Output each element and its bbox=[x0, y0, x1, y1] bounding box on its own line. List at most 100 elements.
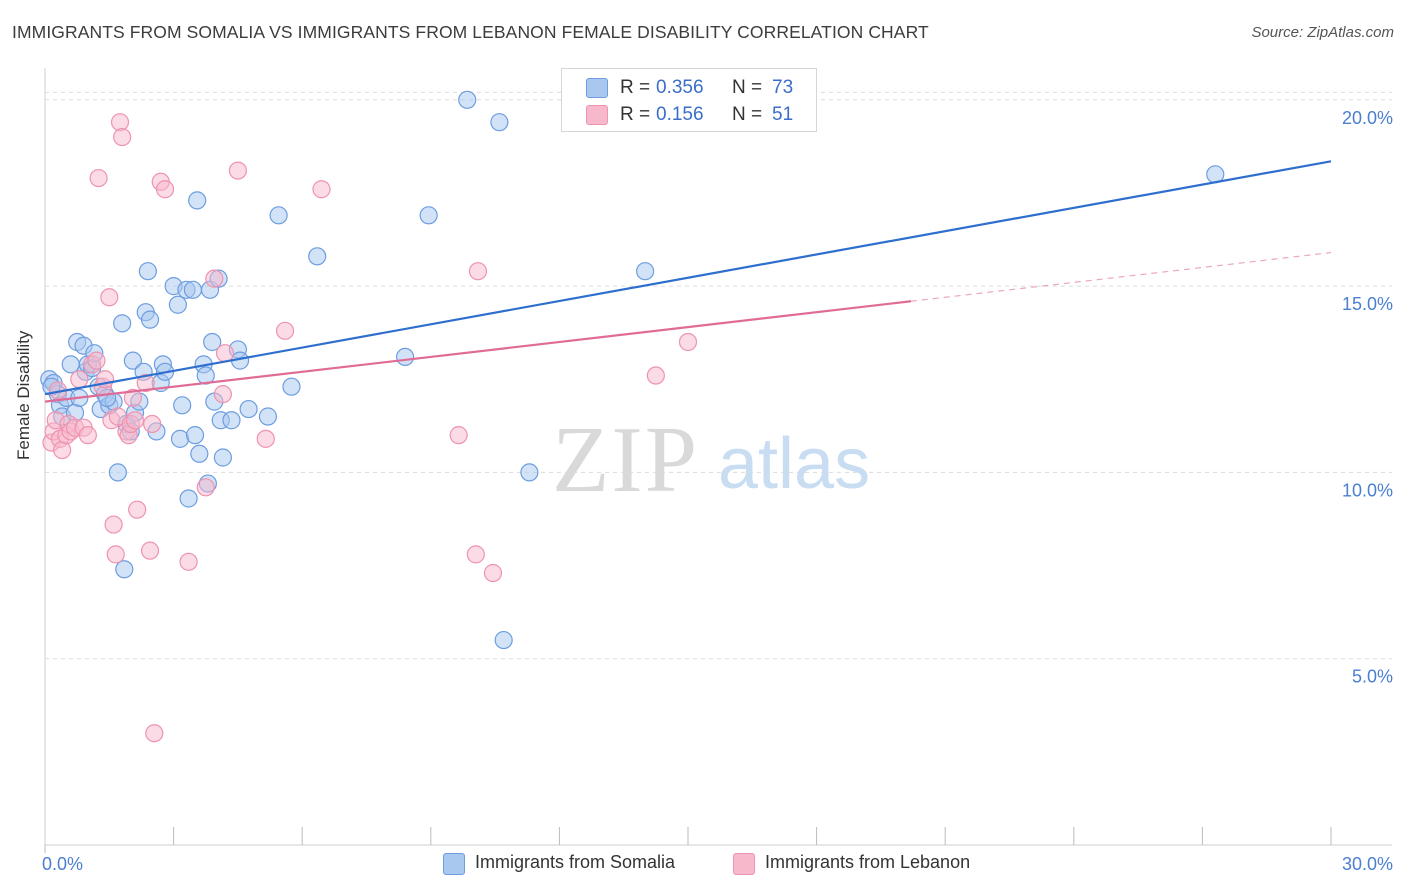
somalia-point bbox=[282, 377, 301, 396]
somalia-point bbox=[490, 113, 509, 132]
watermark: ZIP atlas bbox=[552, 408, 870, 512]
source-label: Source: ZipAtlas.com bbox=[1251, 24, 1394, 41]
somalia-point bbox=[258, 407, 278, 426]
lebanon-r-value: 0.156 bbox=[656, 104, 704, 125]
lebanon-point bbox=[143, 414, 162, 434]
stats-legend: R = 0.356 N = 73 R = 0.156 N = 51 bbox=[561, 68, 817, 132]
lebanon-point bbox=[78, 426, 97, 445]
lebanon-point bbox=[466, 545, 485, 564]
lebanon-point bbox=[196, 478, 215, 497]
x-tick-label: 0.0% bbox=[42, 854, 83, 874]
lebanon-point bbox=[213, 385, 232, 404]
lebanon-point bbox=[87, 351, 106, 370]
lebanon-point bbox=[228, 161, 247, 180]
somalia-r-value: 0.356 bbox=[656, 77, 704, 98]
lebanon-n-label: N = bbox=[732, 104, 763, 125]
watermark-atlas: atlas bbox=[718, 424, 870, 504]
lebanon-point bbox=[449, 426, 468, 445]
lebanon-swatch bbox=[586, 105, 608, 125]
somalia-point bbox=[269, 206, 288, 225]
lebanon-point bbox=[468, 262, 488, 281]
lebanon-point bbox=[145, 724, 164, 743]
lebanon-point bbox=[125, 411, 145, 430]
somalia-point bbox=[308, 247, 327, 266]
lebanon-r-label: R = bbox=[620, 104, 651, 125]
lebanon-point bbox=[123, 388, 142, 407]
axes bbox=[44, 68, 1392, 853]
y-tick-label: 15.0% bbox=[1342, 294, 1393, 314]
somalia-n-label: N = bbox=[732, 77, 763, 98]
lebanon-points bbox=[42, 113, 698, 743]
lebanon-point bbox=[110, 113, 130, 132]
somalia-swatch bbox=[586, 78, 608, 98]
somalia-points bbox=[40, 90, 1225, 650]
lebanon-point bbox=[128, 500, 147, 519]
lebanon-point bbox=[646, 366, 665, 385]
somalia-point bbox=[179, 489, 198, 508]
somalia-point bbox=[458, 90, 477, 109]
lebanon-legend-label: Immigrants from Lebanon bbox=[765, 852, 971, 872]
lebanon-trend-line-extension bbox=[910, 251, 1332, 302]
lebanon-point bbox=[70, 370, 89, 389]
somalia-point bbox=[140, 310, 160, 329]
somalia-point bbox=[138, 262, 157, 281]
lebanon-point bbox=[100, 288, 119, 307]
lebanon-point bbox=[106, 545, 125, 564]
lebanon-point bbox=[483, 563, 503, 583]
somalia-point bbox=[520, 463, 539, 482]
somalia-trend-line bbox=[44, 160, 1332, 396]
somalia-point bbox=[188, 191, 207, 210]
somalia-legend-label: Immigrants from Somalia bbox=[475, 852, 676, 872]
trend-lines bbox=[44, 160, 1332, 403]
lebanon-point bbox=[113, 127, 132, 147]
somalia-n-value: 73 bbox=[772, 77, 794, 98]
y-tick-label: 10.0% bbox=[1342, 480, 1393, 500]
grid-lines bbox=[45, 91, 1392, 660]
somalia-point bbox=[185, 426, 205, 445]
somalia-point bbox=[183, 280, 202, 299]
somalia-legend-swatch bbox=[443, 853, 465, 875]
somalia-point bbox=[190, 444, 209, 463]
somalia-point bbox=[61, 355, 80, 374]
lebanon-point bbox=[256, 429, 275, 448]
somalia-point bbox=[123, 351, 142, 370]
lebanon-point bbox=[275, 321, 295, 340]
chart-title: IMMIGRANTS FROM SOMALIA VS IMMIGRANTS FR… bbox=[12, 22, 929, 42]
lebanon-point bbox=[312, 180, 331, 199]
lebanon-legend-swatch bbox=[733, 853, 755, 875]
lebanon-point bbox=[205, 269, 224, 288]
lebanon-point bbox=[89, 168, 108, 188]
lebanon-point bbox=[140, 541, 160, 560]
somalia-point bbox=[213, 448, 232, 467]
somalia-point bbox=[636, 262, 655, 281]
y-tick-label: 20.0% bbox=[1342, 108, 1393, 128]
watermark-zip: ZIP bbox=[552, 408, 699, 512]
x-tick-label: 30.0% bbox=[1342, 854, 1393, 874]
lebanon-trend-line bbox=[44, 300, 912, 403]
lebanon-point bbox=[155, 180, 175, 199]
y-tick-label: 5.0% bbox=[1352, 667, 1393, 687]
somalia-point bbox=[395, 347, 415, 366]
lebanon-n-value: 51 bbox=[772, 104, 794, 125]
tick-labels: 5.0% 10.0% 15.0% 20.0% 0.0% 30.0% bbox=[42, 108, 1393, 874]
somalia-point bbox=[419, 206, 438, 225]
somalia-point bbox=[170, 429, 190, 448]
lebanon-point bbox=[53, 440, 72, 460]
y-axis-label: Female Disability bbox=[14, 330, 33, 460]
somalia-point bbox=[115, 560, 134, 579]
lebanon-point bbox=[678, 332, 698, 352]
somalia-point bbox=[108, 463, 127, 482]
somalia-point bbox=[222, 411, 241, 430]
somalia-point bbox=[168, 295, 187, 314]
somalia-point bbox=[239, 399, 258, 419]
lebanon-point bbox=[104, 515, 123, 534]
lebanon-point bbox=[215, 344, 235, 363]
somalia-point bbox=[203, 332, 222, 352]
somalia-point bbox=[113, 314, 132, 333]
somalia-point bbox=[494, 630, 513, 650]
somalia-point bbox=[173, 396, 192, 415]
lebanon-point bbox=[179, 552, 198, 571]
lebanon-point bbox=[136, 373, 155, 393]
somalia-r-label: R = bbox=[620, 77, 651, 98]
